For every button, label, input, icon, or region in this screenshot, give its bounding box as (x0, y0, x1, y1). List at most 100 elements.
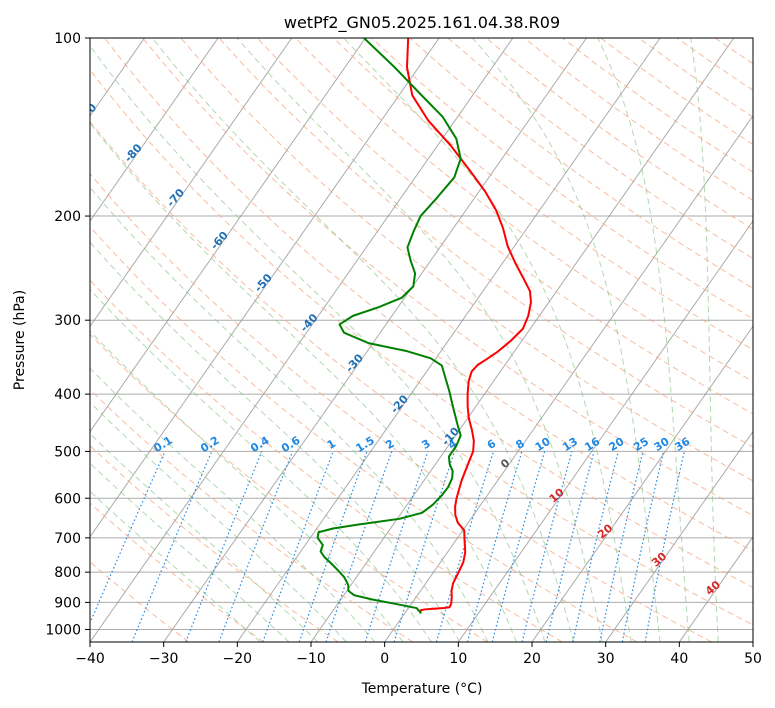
mixing-ratio-line (521, 451, 573, 642)
dry-adiabat (485, 38, 753, 230)
isotherm (90, 38, 219, 222)
dry-adiabat-label: -20 (388, 392, 411, 416)
isotherm (678, 535, 753, 642)
moist-adiabat (90, 433, 319, 642)
moist-adiabat (90, 401, 347, 642)
dry-adiabat-label: -60 (208, 229, 231, 253)
moist-adiabat-label: 20 (595, 521, 615, 541)
isotherm (163, 38, 587, 642)
isotherm (90, 38, 440, 538)
mixing-ratio-line (185, 451, 263, 642)
dry-adiabat-label: -100 (21, 68, 49, 97)
x-tick-label: 20 (523, 651, 541, 667)
mixing-ratio-line (644, 451, 685, 642)
moist-adiabat (690, 38, 719, 642)
moist-adiabat (90, 490, 261, 642)
dry-adiabat (447, 38, 753, 260)
temperature-line (405, 38, 532, 613)
dry-adiabat (90, 502, 264, 642)
dry-adiabat (676, 38, 753, 91)
dewpoint-line (316, 38, 462, 614)
moist-adiabat (90, 44, 546, 642)
moist-adiabat (343, 38, 632, 642)
y-tick-label: 900 (54, 595, 81, 611)
dry-adiabat (90, 388, 414, 642)
mixing-ratio-line (435, 451, 494, 642)
x-tick-label: −40 (75, 651, 105, 667)
mixing-ratio-line (466, 451, 523, 642)
dry-adiabat (90, 333, 488, 642)
x-tick-label: 40 (670, 651, 688, 667)
plot-area: 0.1 0.2 0.4 0.6 1 1.5 2 3 4 6 8 10 13 16 20 25 30 36-100-… (0, 38, 753, 642)
pressure-gridlines (90, 38, 753, 630)
x-tick-label: −10 (296, 651, 326, 667)
isotherm (236, 38, 661, 642)
dry-adiabat-label: -30 (343, 351, 366, 375)
isotherm (0, 38, 71, 642)
x-tick-label: 10 (449, 651, 467, 667)
dry-adiabat (90, 68, 753, 589)
profile-series (316, 38, 532, 614)
y-tick-label: 400 (54, 387, 81, 403)
plot-frame (89, 37, 754, 643)
x-axis: −40 −30 −20 −10 0 10 20 30 40 50 (75, 642, 762, 667)
dry-adiabat-label: -50 (252, 271, 275, 295)
moist-adiabats (90, 38, 719, 642)
moist-adiabat (90, 186, 489, 642)
dry-adiabat (90, 279, 563, 642)
mixing-ratio-lines (90, 451, 685, 642)
x-tick-label: 0 (380, 651, 389, 667)
dry-adiabat (752, 38, 753, 39)
dry-adiabat (256, 38, 753, 415)
isotherm (90, 38, 366, 433)
y-tick-label: 600 (54, 491, 81, 507)
moist-adiabat (90, 462, 290, 642)
y-tick-label: 100 (54, 31, 81, 47)
mixing-ratio-line (131, 451, 213, 642)
isotherm (90, 38, 514, 642)
mixing-ratio-line (364, 451, 429, 642)
mixing-ratio-label: 1.5 (353, 434, 376, 455)
mixing-ratio-label: 2 (383, 437, 396, 452)
dry-adiabat (90, 120, 753, 626)
y-axis-label: Pressure (hPa) (12, 290, 28, 390)
moist-adiabat (90, 241, 461, 642)
isotherm (310, 38, 735, 642)
moist-adiabat (90, 122, 517, 642)
dry-adiabat (295, 38, 753, 383)
moist-adiabat (236, 38, 603, 642)
dry-adiabat (409, 38, 753, 289)
x-tick-label: −20 (223, 651, 253, 667)
moist-adiabat-label: 40 (703, 578, 723, 598)
dry-adiabat-label: -70 (164, 186, 187, 210)
isotherm (90, 38, 293, 328)
isotherm (531, 325, 753, 642)
mixing-ratio-line (572, 451, 619, 642)
x-axis-label: Temperature (°C) (361, 681, 483, 697)
dry-adiabat (90, 173, 712, 642)
mixing-ratio-line (218, 451, 294, 642)
dry-adiabat-label: -80 (122, 141, 145, 165)
mixing-ratio-line (599, 451, 644, 642)
isotherm (384, 114, 753, 642)
dry-adiabat-label: -40 (298, 311, 321, 335)
mixing-ratio-line (90, 451, 166, 625)
y-axis: 100 200 300 400 500 600 700 800 900 1000 (45, 31, 90, 638)
y-tick-label: 500 (54, 444, 81, 460)
isotherm (752, 641, 753, 642)
mixing-ratio-line (325, 451, 393, 642)
isotherm (605, 430, 753, 642)
y-tick-label: 200 (54, 209, 81, 225)
dry-adiabat (218, 38, 753, 448)
moist-adiabat (597, 38, 690, 642)
mixing-ratio-line (298, 451, 368, 642)
mixing-ratio-line (262, 451, 334, 642)
dry-adiabat (142, 38, 753, 517)
x-tick-label: 50 (744, 651, 762, 667)
y-tick-label: 700 (54, 531, 81, 547)
dry-adiabat (104, 38, 753, 552)
mixing-ratio-label: 3 (419, 437, 432, 452)
dry-adiabat (714, 38, 753, 65)
moist-adiabat (152, 38, 575, 642)
